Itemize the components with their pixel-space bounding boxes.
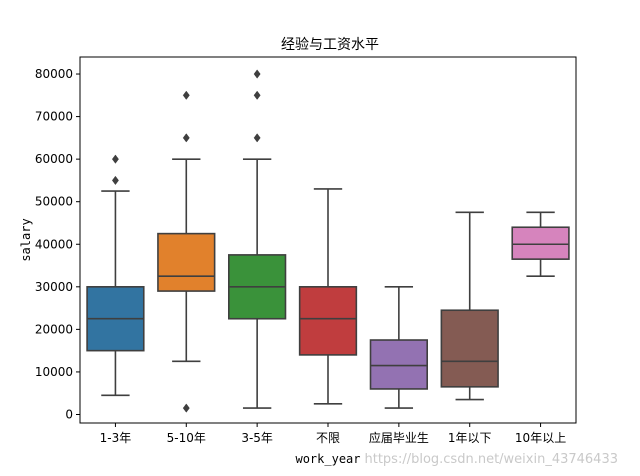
box-iqr (157, 232, 216, 292)
y-tick-label: 70000 (35, 110, 73, 124)
outlier-point (182, 403, 190, 413)
box-group (369, 286, 428, 409)
x-tick-label: 1-3年 (100, 431, 132, 445)
y-axis: 0 10000 20000 30000 40000 50000 60000 70000 8000… (35, 67, 80, 421)
box-group (440, 211, 499, 401)
box-plots (86, 69, 570, 413)
y-tick-label: 10000 (35, 365, 73, 379)
outlier-point (253, 69, 261, 79)
box-group (298, 188, 358, 405)
outlier-point (182, 133, 190, 143)
x-tick-label: 不限 (316, 431, 340, 445)
box-group (511, 211, 570, 277)
box-group (86, 154, 145, 397)
box-group (228, 69, 287, 409)
y-tick-label: 40000 (35, 237, 73, 251)
y-tick-label: 50000 (35, 195, 73, 209)
x-tick-label: 10年以上 (515, 431, 566, 445)
y-tick-label: 20000 (35, 322, 73, 336)
y-tick-label: 30000 (35, 280, 73, 294)
chart-title: 经验与工资水平 (281, 37, 379, 53)
y-tick-label: 80000 (35, 67, 73, 81)
outlier-point (253, 90, 261, 100)
y-axis-label: salary (19, 218, 33, 261)
box-iqr (298, 286, 358, 356)
box-group (157, 90, 216, 413)
y-tick-label: 60000 (35, 152, 73, 166)
x-axis-label: work_year (295, 452, 360, 466)
box-iqr (369, 339, 428, 390)
outlier-point (111, 175, 119, 186)
box-iqr (511, 226, 570, 260)
box-iqr (440, 309, 499, 388)
x-tick-label: 3-5年 (241, 431, 273, 445)
x-tick-label: 5-10年 (167, 431, 206, 445)
y-tick-label: 0 (65, 407, 73, 421)
outlier-point (253, 133, 261, 143)
x-axis: 1-3年 5-10年 3-5年 不限 应届毕业生 1年以下 10年以上 (100, 423, 566, 445)
outlier-point (111, 154, 119, 164)
outlier-point (182, 90, 190, 100)
x-tick-label: 应届毕业生 (369, 430, 429, 445)
x-tick-label: 1年以下 (448, 431, 492, 445)
watermark-text: https://blog.csdn.net/weixin_43746433 (364, 452, 618, 467)
